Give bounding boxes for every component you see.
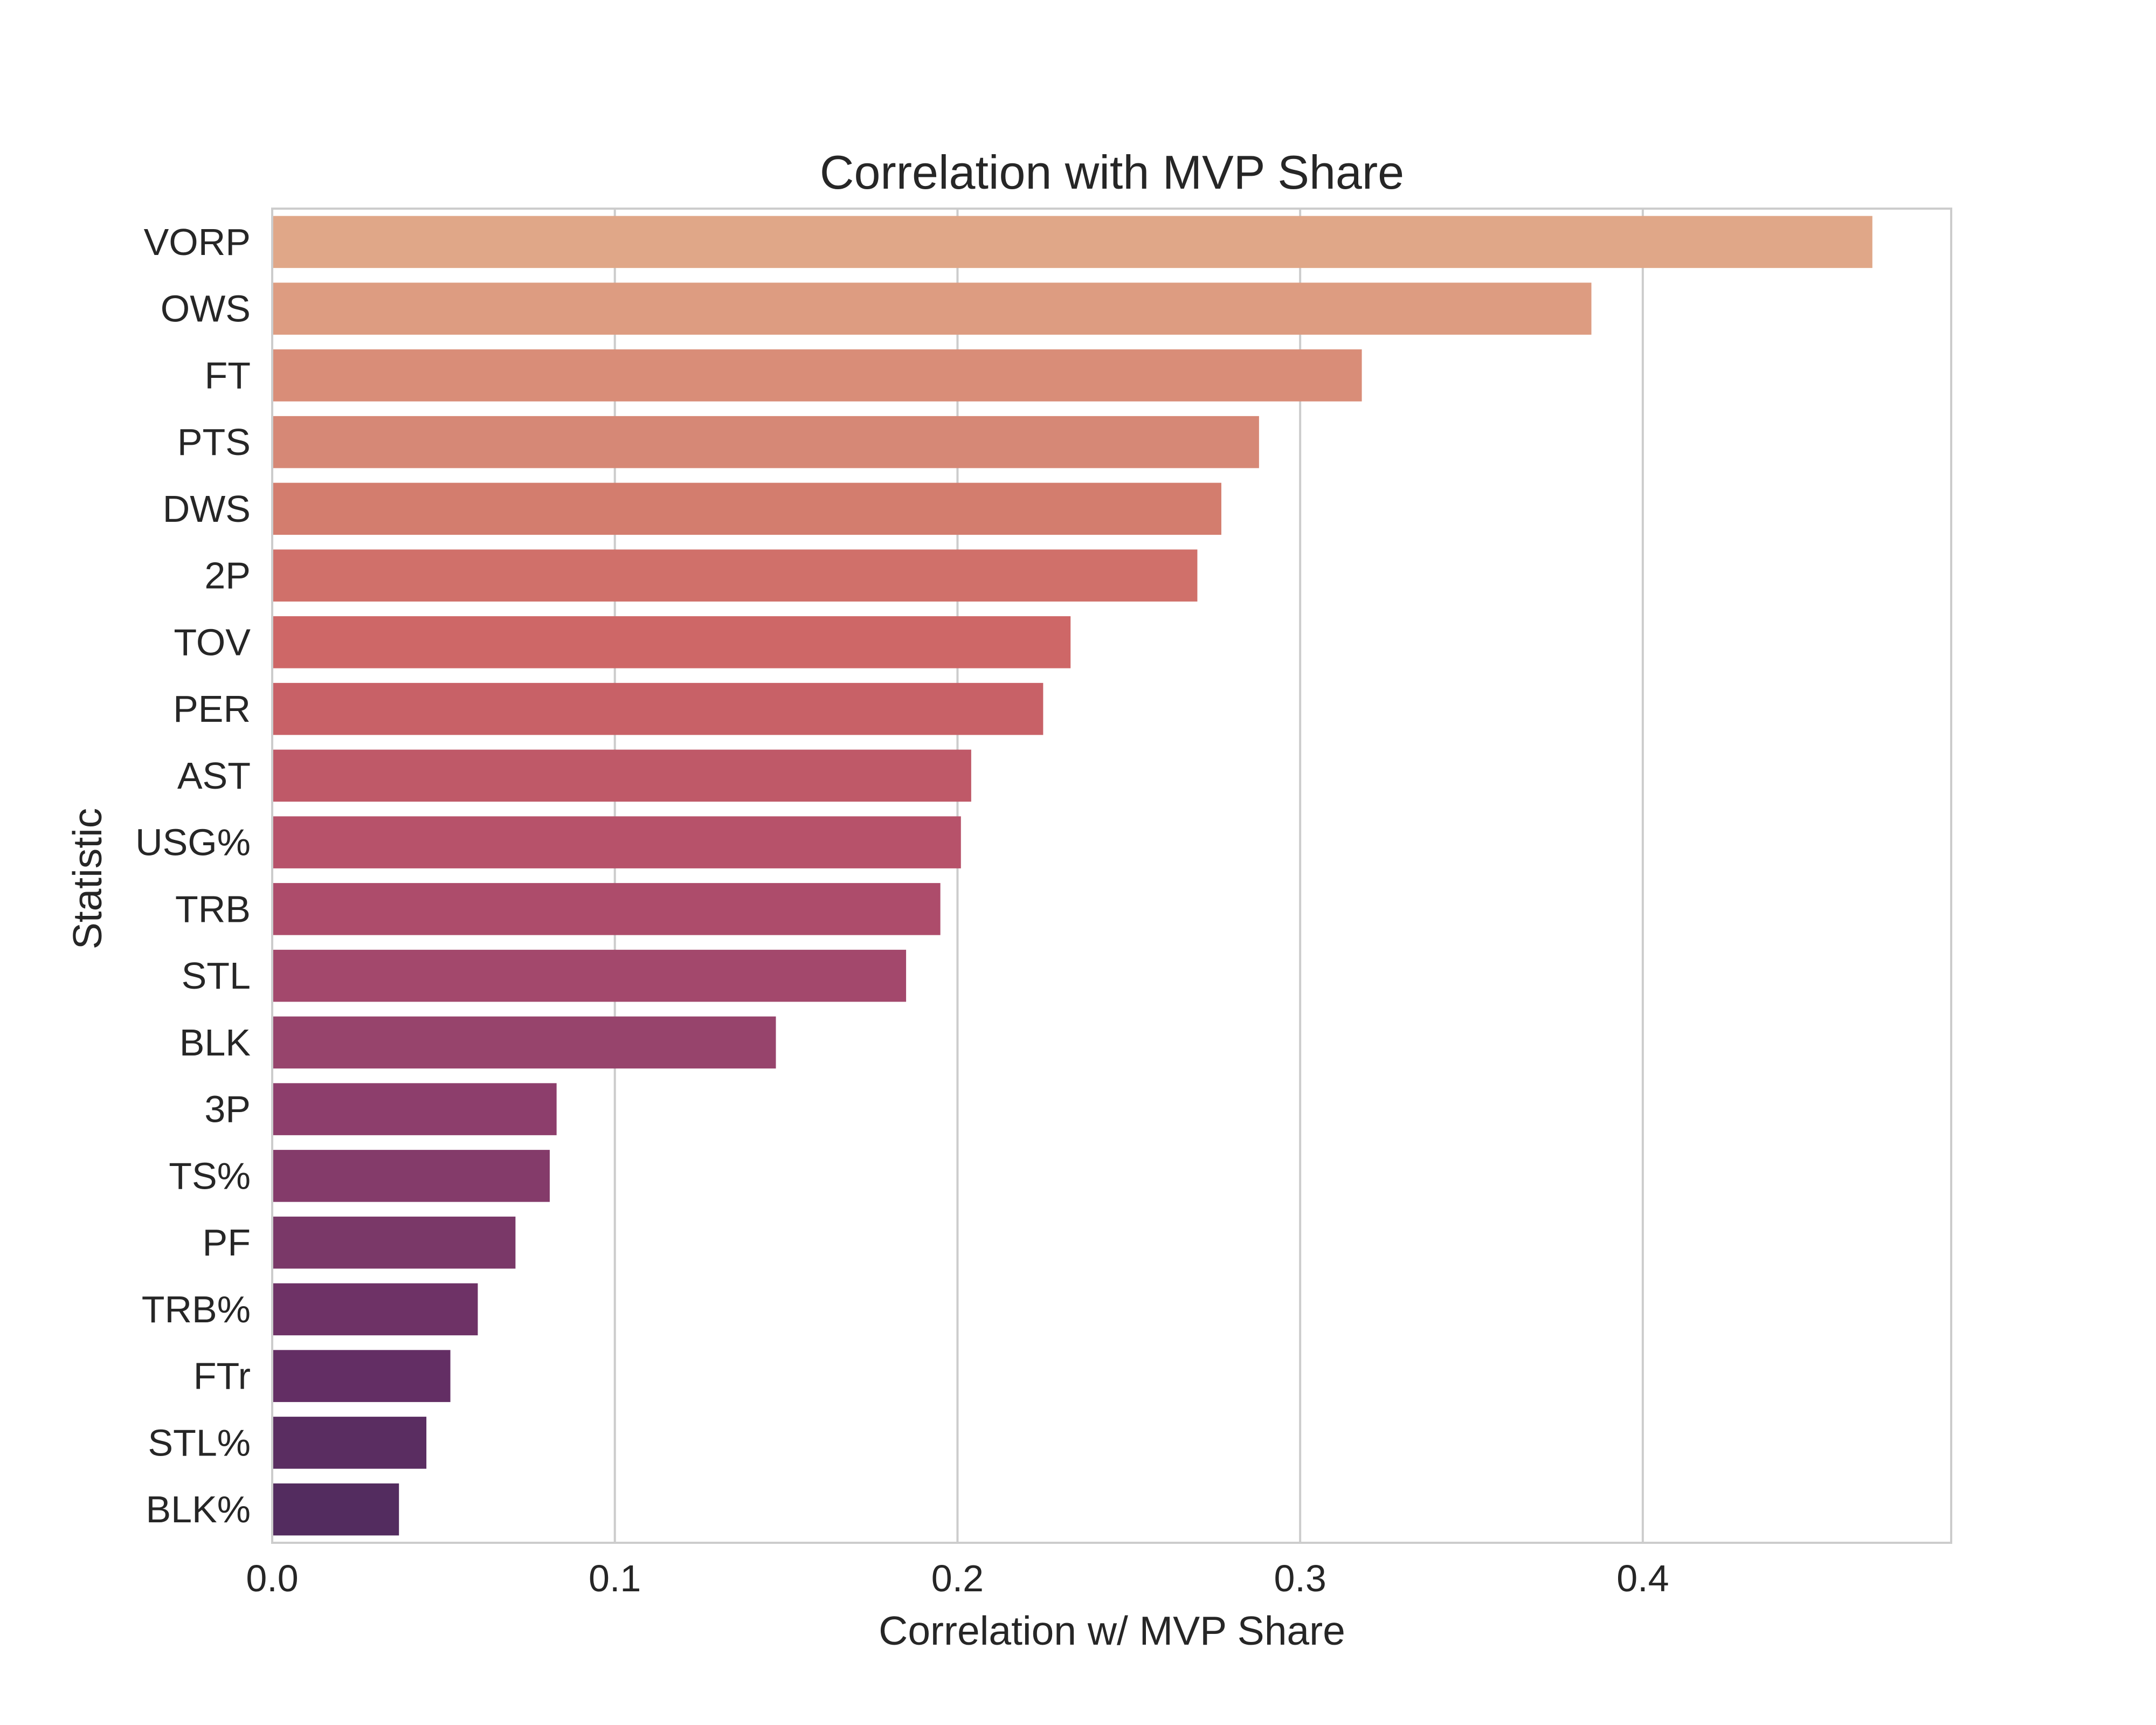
x-tick-label: 0.2 — [931, 1557, 984, 1599]
bar-blk — [272, 1016, 776, 1069]
y-tick-label: PF — [203, 1222, 251, 1264]
y-tick-label: TRB% — [142, 1288, 251, 1330]
gridlines — [613, 209, 1644, 1543]
x-tick-label: 0.0 — [246, 1557, 298, 1599]
y-tick-label: 2P — [204, 555, 251, 597]
y-tick-labels: VORP OWS FT PTS DWS 2P TOV PER AST USG% TRB STL BLK 3… — [135, 221, 251, 1530]
bar-stl — [272, 1417, 427, 1469]
y-tick-label: TRB — [175, 888, 251, 930]
y-tick-label: STL — [182, 955, 251, 997]
y-tick-label: USG% — [135, 822, 251, 864]
y-tick-label: TS% — [169, 1155, 251, 1197]
bar-trb — [272, 883, 941, 935]
bar-blk — [272, 1483, 399, 1536]
bar-per — [272, 682, 1044, 735]
x-tick-labels: 0.0 0.1 0.2 0.3 0.4 — [246, 1557, 1669, 1599]
y-tick-label: FT — [204, 354, 251, 396]
y-tick-label: TOV — [174, 621, 251, 663]
y-tick-label: STL% — [148, 1422, 251, 1464]
y-tick-label: AST — [177, 755, 251, 797]
bar-tov — [272, 616, 1071, 668]
x-tick-label: 0.4 — [1616, 1557, 1669, 1599]
y-axis-label: Statistic — [65, 808, 110, 950]
x-tick-label: 0.3 — [1274, 1557, 1326, 1599]
y-tick-label: PER — [173, 688, 251, 730]
y-tick-label: DWS — [163, 488, 251, 530]
chart-title: Correlation with MVP Share — [820, 146, 1404, 199]
y-tick-label: BLK% — [146, 1488, 251, 1530]
bar-vorp — [272, 216, 1872, 268]
bars — [272, 216, 1872, 1536]
y-tick-label: OWS — [161, 288, 251, 330]
bar-ft — [272, 349, 1362, 402]
plot-frame — [271, 208, 1952, 1544]
bar-stl — [272, 949, 907, 1002]
bar-dws — [272, 482, 1221, 535]
x-tick-label: 0.1 — [589, 1557, 641, 1599]
bar-ows — [272, 282, 1592, 335]
bar-3p — [272, 1083, 557, 1135]
y-tick-label: FTr — [194, 1355, 251, 1397]
y-tick-label: 3P — [204, 1088, 251, 1130]
bar-ftr — [272, 1350, 451, 1402]
bar-pf — [272, 1216, 516, 1269]
y-tick-label: PTS — [177, 421, 251, 463]
bar-2p — [272, 549, 1198, 602]
bar-ts — [272, 1150, 550, 1202]
bar-pts — [272, 416, 1259, 468]
bar-trb — [272, 1283, 478, 1336]
y-tick-label: VORP — [144, 221, 251, 263]
bar-ast — [272, 749, 971, 802]
y-tick-label: BLK — [179, 1022, 251, 1064]
x-axis-label: Correlation w/ MVP Share — [879, 1608, 1345, 1653]
bar-usg — [272, 816, 961, 868]
